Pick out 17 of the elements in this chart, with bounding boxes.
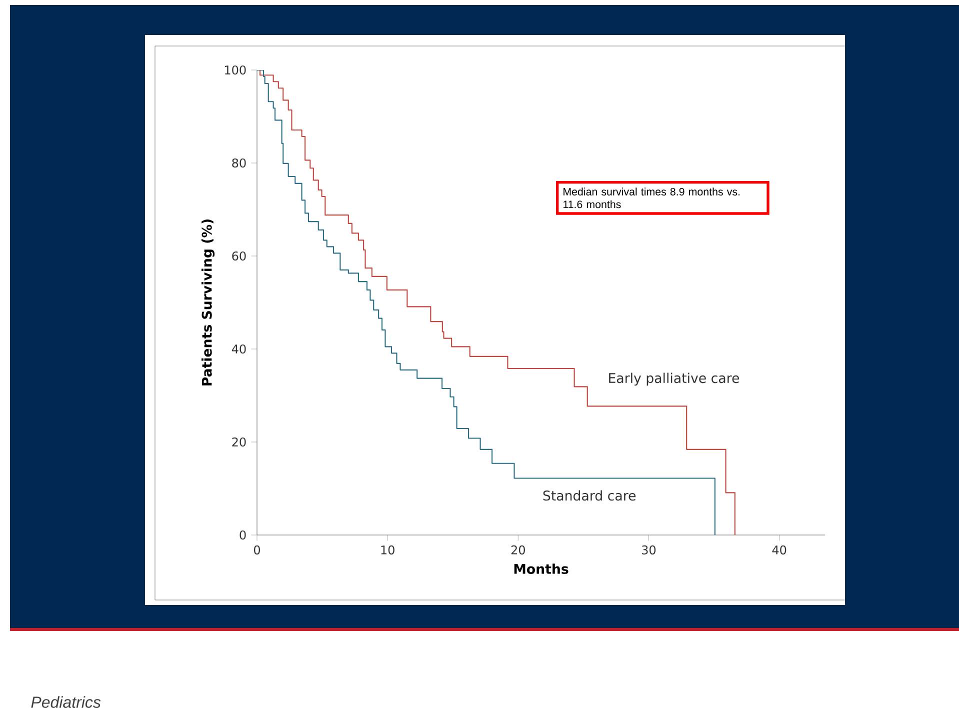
y-tick-label: 0 [240, 530, 246, 540]
y-tick-label: 80 [232, 158, 246, 168]
text: Pediatrics [31, 696, 101, 708]
x-tick-label: 40 [772, 545, 786, 554]
series-label: Standard care [543, 490, 636, 501]
x-tick-label: 30 [642, 545, 656, 554]
x-tick-label: 10 [381, 545, 394, 554]
y-tick-label: 40 [232, 344, 246, 354]
y-tick-label: 60 [232, 251, 246, 261]
x-axis-title: Months [514, 564, 568, 574]
annotation: Median survival times 8.9 months vs. 11.6 months [563, 188, 740, 208]
y-tick-label: 20 [232, 437, 246, 447]
x-tick-label: 0 [254, 545, 260, 554]
y-tick-label: 100 [225, 65, 246, 75]
y-axis-title: Patients Surviving (%) [202, 220, 215, 386]
x-tick-label: 20 [511, 545, 525, 554]
series-label: Early palliative care [609, 372, 740, 386]
